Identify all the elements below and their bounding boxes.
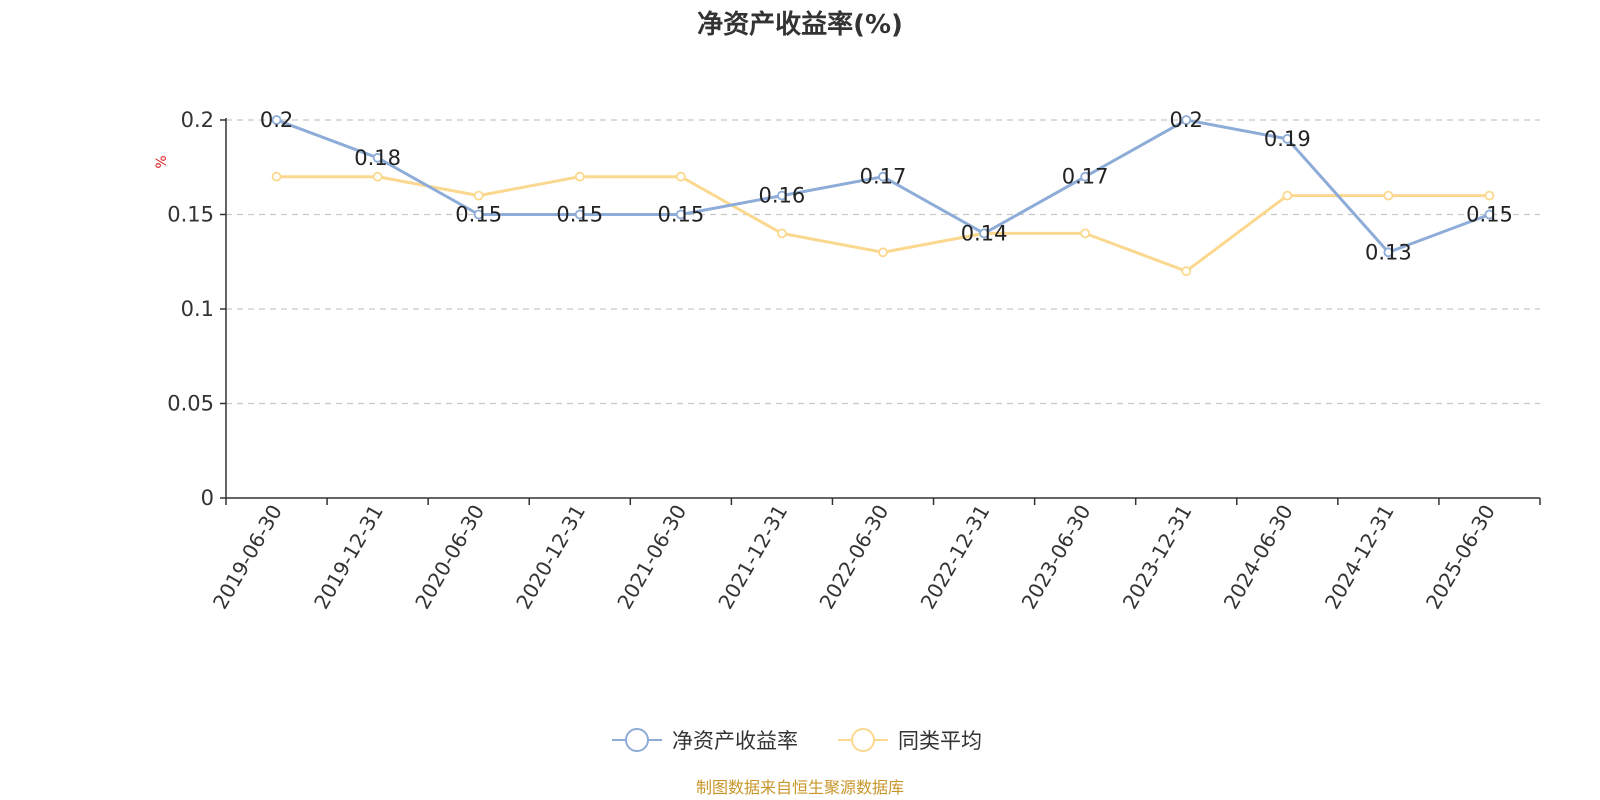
data-label: 0.15 [657, 203, 704, 227]
x-tick-label: 2021-06-30 [612, 501, 691, 614]
data-point-roe [1383, 247, 1394, 258]
legend-circle-icon [851, 728, 875, 752]
data-label: 0.15 [455, 203, 502, 227]
x-tick-label: 2020-12-31 [511, 501, 590, 614]
data-point-peer-average [675, 171, 686, 182]
data-point-peer-average [473, 190, 484, 201]
source-note: 制图数据来自恒生聚源数据库 [696, 778, 904, 797]
x-tick-label: 2020-06-30 [410, 501, 489, 614]
data-label: 0.2 [1170, 108, 1203, 132]
data-point-roe [574, 209, 585, 220]
y-tick-label: 0.2 [181, 108, 214, 132]
axes: 0 0.05 0.1 0.15 0.2 2019-06-30 2019-12-31 2020-… [167, 108, 1541, 614]
data-labels: 0.2 0.18 0.15 0.15 0.15 0.16 0.17 0.14 0.17 0.2 0.… [260, 108, 1513, 264]
data-point-roe [1080, 171, 1091, 182]
data-point-peer-average [777, 228, 787, 239]
data-label: 0.15 [1466, 203, 1513, 227]
y-tick-label: 0.1 [181, 297, 214, 321]
data-point-roe [1484, 209, 1495, 220]
data-label: 0.17 [1062, 165, 1109, 189]
grid-lines [226, 119, 1540, 405]
legend-label: 同类平均 [898, 729, 982, 753]
data-point-peer-average [1080, 228, 1091, 239]
data-label: 0.15 [556, 203, 603, 227]
x-tick-label: 2019-12-31 [309, 501, 388, 614]
legend-label: 净资产收益率 [672, 729, 798, 753]
data-label: 0.18 [354, 146, 401, 170]
x-tick-label: 2025-06-30 [1421, 501, 1500, 614]
x-tick-label: 2021-12-31 [713, 501, 792, 614]
x-tick-label: 2023-12-31 [1118, 501, 1197, 614]
legend-item-roe[interactable]: 净资产收益率 [612, 728, 798, 753]
data-point-roe [878, 171, 888, 182]
data-label: 0.13 [1365, 240, 1412, 264]
x-tick-label: 2024-12-31 [1320, 501, 1399, 614]
x-tick-label: 2022-06-30 [814, 501, 893, 614]
data-point-peer-average [1282, 190, 1293, 201]
data-point-roe [1282, 133, 1293, 144]
data-point-peer-average [1484, 190, 1495, 201]
x-tick-label: 2019-06-30 [208, 501, 287, 614]
x-tick-label: 2024-06-30 [1219, 501, 1298, 614]
series-layer [271, 115, 1495, 277]
data-point-roe [271, 115, 282, 125]
data-point-roe [372, 152, 383, 163]
data-point-peer-average [574, 171, 585, 182]
data-point-peer-average [878, 247, 888, 258]
x-tick-label: 2022-12-31 [916, 501, 995, 614]
x-tick-label: 2023-06-30 [1017, 501, 1096, 614]
y-tick-label: 0.15 [167, 203, 214, 227]
data-label: 0.2 [260, 108, 293, 132]
data-label: 0.17 [860, 165, 907, 189]
data-point-roe [675, 209, 686, 220]
y-tick-label: 0 [201, 486, 214, 510]
chart-title: 净资产收益率(%) [697, 9, 903, 40]
y-axis-unit: % [154, 155, 170, 168]
legend[interactable]: 净资产收益率 同类平均 [612, 728, 982, 753]
data-point-roe [473, 209, 484, 220]
data-label: 0.19 [1264, 127, 1311, 151]
data-point-roe [1181, 115, 1192, 125]
data-point-roe [979, 228, 989, 239]
data-point-roe [777, 190, 787, 201]
data-label: 0.16 [759, 184, 806, 208]
data-label: 0.14 [961, 221, 1008, 245]
data-point-peer-average [1383, 190, 1394, 201]
legend-circle-icon [625, 728, 649, 752]
data-point-peer-average [1181, 266, 1192, 277]
legend-item-peer-average[interactable]: 同类平均 [838, 728, 982, 753]
y-tick-label: 0.05 [167, 392, 214, 416]
data-point-peer-average [271, 171, 282, 182]
data-point-peer-average [372, 171, 383, 182]
